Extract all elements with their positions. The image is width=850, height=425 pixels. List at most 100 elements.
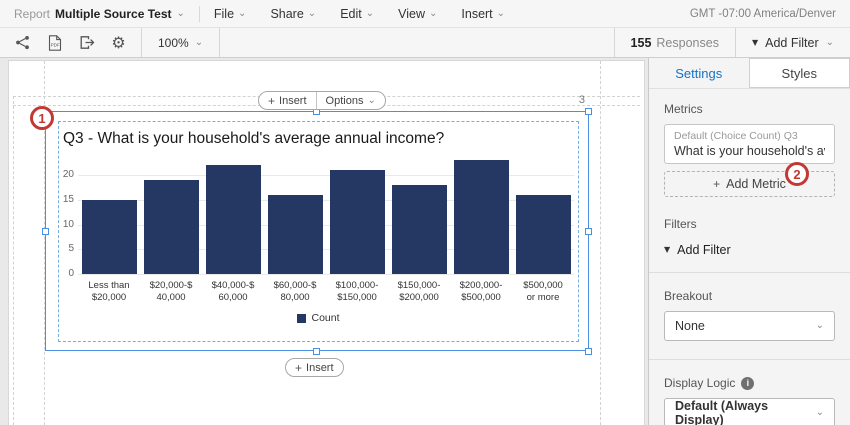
chevron-down-icon: ⌄ bbox=[429, 7, 438, 19]
zoom-level-dropdown[interactable]: 100% ⌄ bbox=[142, 28, 219, 57]
pdf-export-icon[interactable]: PDF bbox=[46, 34, 63, 51]
menu-bar: Report Multiple Source Test ⌄ File ⌄ Sha… bbox=[0, 0, 850, 28]
panel-tabs: Settings Styles bbox=[649, 58, 850, 89]
bar-3 bbox=[267, 194, 323, 274]
chevron-down-icon: ⌄ bbox=[365, 7, 375, 19]
breakout-select[interactable]: None ⌄ bbox=[664, 311, 835, 341]
options-button[interactable]: Options ⌄ bbox=[317, 92, 385, 109]
tab-styles[interactable]: Styles bbox=[748, 58, 850, 88]
metrics-section-label: Metrics bbox=[664, 102, 703, 116]
breakout-value: None bbox=[675, 319, 705, 333]
insert-options-pill: + Insert Options ⌄ bbox=[258, 91, 386, 110]
insert-below-button[interactable]: + Insert bbox=[286, 359, 343, 376]
filter-icon: ▼ bbox=[751, 37, 759, 47]
report-page[interactable]: + Insert Options ⌄ 3 Q3 - What is your h… bbox=[8, 60, 645, 425]
y-axis-tick-label: 20 bbox=[62, 169, 74, 180]
breakout-section-label: Breakout bbox=[664, 289, 713, 303]
filters-section-label: Filters bbox=[664, 217, 697, 231]
toolbar: PDF ⚙ 100% ⌄ 155 Responses ▼ Add Filter … bbox=[0, 28, 850, 58]
gear-icon[interactable]: ⚙ bbox=[111, 32, 126, 52]
y-axis-tick-label: 5 bbox=[68, 243, 74, 255]
info-icon: i bbox=[741, 376, 755, 390]
chart-widget[interactable]: Q3 - What is your household's average an… bbox=[58, 121, 579, 342]
divider bbox=[219, 28, 221, 57]
metric-question-text: What is your household's averag… bbox=[674, 144, 825, 158]
chevron-down-icon: ⌄ bbox=[496, 7, 506, 19]
global-add-filter-dropdown[interactable]: ▼ Add Filter ⌄ bbox=[736, 28, 850, 57]
display-logic-value: Default (Always Display) bbox=[675, 399, 769, 425]
bar-chart: Q3 - What is your household's average an… bbox=[59, 122, 578, 341]
bar-2 bbox=[205, 165, 261, 274]
add-filter-label: Add Filter bbox=[677, 243, 731, 257]
x-axis-label: $40,000-$ 60,000 bbox=[211, 280, 255, 303]
settings-panel: Settings Styles Metrics Default (Choice … bbox=[648, 58, 850, 425]
timezone-label: GMT -07:00 America/Denver bbox=[689, 7, 836, 20]
margin-guide bbox=[13, 96, 14, 425]
divider bbox=[198, 5, 200, 22]
chevron-down-icon: ⌄ bbox=[815, 320, 824, 331]
x-axis-label: $100,000- $150,000 bbox=[335, 280, 379, 303]
sign-out-icon[interactable] bbox=[78, 34, 95, 51]
bar-4 bbox=[329, 170, 385, 274]
bar-0 bbox=[81, 199, 137, 274]
menu-share[interactable]: Share ⌄ bbox=[270, 7, 316, 21]
responses-label: Responses bbox=[656, 35, 719, 50]
chevron-down-icon: ⌄ bbox=[367, 94, 376, 106]
menu-share-label: Share bbox=[270, 6, 304, 21]
chevron-down-icon: ⌄ bbox=[815, 407, 824, 418]
menu-insert-label: Insert bbox=[461, 6, 493, 21]
resize-handle-bottom[interactable] bbox=[313, 348, 320, 355]
bar-6 bbox=[453, 160, 509, 274]
insert-label: Insert bbox=[306, 361, 334, 374]
x-axis-label: $500,000 or more bbox=[523, 280, 563, 303]
resize-handle-left[interactable] bbox=[42, 228, 49, 235]
insert-above-button[interactable]: + Insert bbox=[259, 92, 316, 109]
gridline bbox=[78, 249, 574, 251]
report-label: Report bbox=[14, 6, 51, 21]
display-logic-label: Display Logic bbox=[664, 376, 736, 390]
menu-insert[interactable]: Insert ⌄ bbox=[461, 7, 505, 21]
legend-label: Count bbox=[311, 312, 340, 324]
y-axis-tick-label: 10 bbox=[62, 218, 74, 230]
x-axis-label: Less than $20,000 bbox=[88, 280, 130, 303]
menu-view[interactable]: View ⌄ bbox=[398, 7, 437, 21]
resize-handle-right[interactable] bbox=[585, 228, 592, 235]
x-axis-label: $200,000- $500,000 bbox=[459, 280, 503, 303]
add-filter-label: Add Filter bbox=[765, 35, 819, 50]
divider bbox=[141, 28, 142, 57]
filter-icon: ▼ bbox=[664, 245, 671, 254]
chevron-down-icon: ⌄ bbox=[176, 7, 185, 19]
bar-7 bbox=[515, 194, 571, 274]
divider bbox=[734, 28, 736, 57]
share-icon[interactable] bbox=[14, 34, 31, 51]
tab-settings[interactable]: Settings bbox=[675, 65, 723, 81]
annotation-circle-2: 2 bbox=[785, 162, 809, 186]
plus-icon: + bbox=[295, 360, 303, 375]
report-title-menu[interactable]: Report Multiple Source Test ⌄ bbox=[14, 7, 185, 21]
plus-icon: + bbox=[268, 93, 276, 108]
chart-legend: Count bbox=[59, 312, 578, 324]
zoom-level-value: 100% bbox=[158, 35, 189, 50]
gridline bbox=[78, 199, 574, 201]
chevron-down-icon: ⌄ bbox=[238, 7, 247, 19]
x-axis-label: $20,000-$ 40,000 bbox=[149, 280, 193, 303]
add-filter-button[interactable]: ▼ Add Filter bbox=[664, 243, 835, 257]
menu-edit-label: Edit bbox=[340, 6, 362, 21]
menu-file[interactable]: File ⌄ bbox=[214, 7, 247, 21]
resize-handle-bottom-right[interactable] bbox=[585, 348, 592, 355]
insert-below-pill: + Insert bbox=[285, 358, 344, 377]
gridline bbox=[78, 224, 574, 226]
bar-1 bbox=[143, 179, 199, 274]
y-axis-tick-label: 0 bbox=[68, 268, 74, 279]
responses-count-badge: 155 Responses bbox=[615, 28, 735, 57]
divider bbox=[649, 272, 850, 273]
add-metric-button[interactable]: + Add Metric bbox=[664, 171, 835, 197]
display-logic-select[interactable]: Default (Always Display) ⌄ bbox=[664, 398, 835, 425]
menu-edit[interactable]: Edit ⌄ bbox=[340, 7, 374, 21]
responses-count: 155 bbox=[630, 35, 652, 50]
options-label: Options bbox=[325, 94, 364, 107]
margin-guide bbox=[44, 61, 45, 425]
metric-item[interactable]: Default (Choice Count) Q3 What is your h… bbox=[664, 124, 835, 164]
resize-handle-top-right[interactable] bbox=[585, 108, 592, 115]
